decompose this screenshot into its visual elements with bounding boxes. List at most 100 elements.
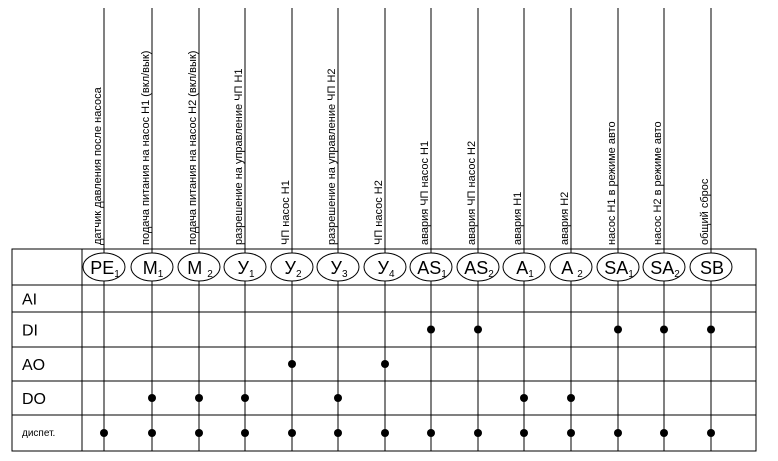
device-tag-letters: У <box>331 258 343 278</box>
device-tag-ellipse <box>596 252 640 282</box>
connection-dot <box>660 429 668 437</box>
device-tag-index: 1 <box>249 269 255 280</box>
connection-dot <box>241 429 249 437</box>
device-tag-letters: PE <box>90 258 114 278</box>
device-tag-letters: У <box>285 258 297 278</box>
device-tag-ellipse <box>177 252 221 282</box>
device-tag-ellipse <box>642 252 686 282</box>
device-tag-ellipse <box>689 252 733 282</box>
device-tag-letters: A <box>516 258 528 278</box>
device-tag-letters: SA <box>650 258 674 278</box>
connection-dot <box>195 394 203 402</box>
device-tag-label: У2 <box>285 258 302 280</box>
signal-label: авария ЧП насос Н1 <box>419 141 431 245</box>
connection-dot <box>381 429 389 437</box>
connection-dot <box>707 429 715 437</box>
connection-dot <box>288 360 296 368</box>
device-tag-ellipse <box>549 252 593 282</box>
device-tag-index: 3 <box>342 269 348 280</box>
device-tag-index: 1 <box>158 269 164 280</box>
device-tag-ellipse <box>502 252 546 282</box>
connection-dot <box>427 325 435 334</box>
device-tag-label: SB <box>700 258 724 278</box>
connection-dot <box>520 429 528 437</box>
connection-dot <box>614 429 622 437</box>
connection-dot <box>148 394 156 402</box>
device-tag-letters: A <box>561 258 577 278</box>
signal-label: авария ЧП насос Н2 <box>466 141 478 245</box>
connection-dot <box>567 429 575 437</box>
device-tags: PE1 M1 M 2 У1 У2 У3 У4 AS1 AS2 A1 A 2 SA1 SA2 SB <box>82 252 733 282</box>
device-tag-label: SA1 <box>604 258 634 280</box>
device-tag-letters: M <box>187 258 207 278</box>
device-tag-letters: У <box>238 258 250 278</box>
device-tag-letters: SA <box>604 258 628 278</box>
connection-dot <box>288 429 296 437</box>
connection-dot <box>474 429 482 437</box>
device-tag-index: 2 <box>674 269 680 280</box>
device-tag-label: SA2 <box>650 258 680 280</box>
signal-label: разрешение на управление ЧП Н1 <box>233 68 245 245</box>
device-tag-ellipse <box>363 252 407 282</box>
device-tag-ellipse <box>82 252 126 282</box>
device-tag-label: У1 <box>238 258 255 280</box>
connection-dot <box>474 325 482 334</box>
table-grid <box>11 8 757 452</box>
device-tag-index: 2 <box>207 269 213 280</box>
connection-dot <box>660 325 668 334</box>
device-tag-letters: SB <box>700 258 724 278</box>
device-tag-ellipse <box>456 252 500 282</box>
signal-label: насос Н1 в режиме авто <box>606 121 618 245</box>
connection-dot <box>100 429 108 437</box>
row-label: DO <box>22 391 46 408</box>
row-label: DI <box>22 323 38 340</box>
connection-dot <box>614 325 622 334</box>
connection-dot <box>567 394 575 402</box>
device-tag-label: A1 <box>516 258 534 280</box>
row-label: AI <box>22 292 37 309</box>
row-labels: AI DI AO DO диспет. <box>22 292 55 440</box>
signal-label: ЧП насос Н2 <box>373 180 385 245</box>
signal-label: авария Н2 <box>559 192 571 245</box>
connection-dot <box>520 394 528 402</box>
device-tag-label: У3 <box>331 258 348 280</box>
row-label: AO <box>22 357 45 374</box>
device-tag-letters: У <box>378 258 390 278</box>
signal-label: подача питания на насос Н1 (вкл/вык) <box>140 51 152 245</box>
device-tag-index: 4 <box>389 269 395 280</box>
signal-labels: датчик давления после насоса подача питан… <box>92 51 711 245</box>
device-tag-label: A 2 <box>561 258 583 280</box>
connection-dot <box>148 429 156 437</box>
signal-label: насос Н2 в режиме авто <box>652 121 664 245</box>
device-tag-letters: M <box>143 258 158 278</box>
device-tag-index: 2 <box>577 269 583 280</box>
signal-label: подача питания на насос Н2 (вкл/вык) <box>187 51 199 245</box>
connection-dot <box>334 394 342 402</box>
device-tag-index: 1 <box>114 269 120 280</box>
device-tag-ellipse <box>270 252 314 282</box>
connection-dot <box>195 429 203 437</box>
device-tag-label: У4 <box>378 258 395 280</box>
device-tag-index: 2 <box>488 269 494 280</box>
connection-dot <box>241 394 249 402</box>
device-tag-label: PE1 <box>90 258 120 280</box>
signal-label: общий сброс <box>699 178 711 245</box>
device-tag-index: 1 <box>628 269 634 280</box>
connection-dot <box>707 325 715 334</box>
connection-dot <box>381 360 389 368</box>
device-tag-letters: AS <box>417 258 441 278</box>
device-tag-label: AS1 <box>417 258 447 280</box>
device-tag-label: AS2 <box>464 258 494 280</box>
device-tag-ellipse <box>223 252 267 282</box>
signal-label: ЧП насос Н1 <box>280 180 292 245</box>
device-tag-index: 1 <box>441 269 447 280</box>
connection-dot <box>334 429 342 437</box>
device-tag-ellipse <box>409 252 453 282</box>
connection-dots <box>100 325 715 437</box>
table-frame <box>11 248 757 452</box>
device-tag-index: 2 <box>296 269 302 280</box>
signal-label: авария Н1 <box>512 192 524 245</box>
device-tag-label: M1 <box>143 258 164 280</box>
device-tag-ellipse <box>130 252 174 282</box>
